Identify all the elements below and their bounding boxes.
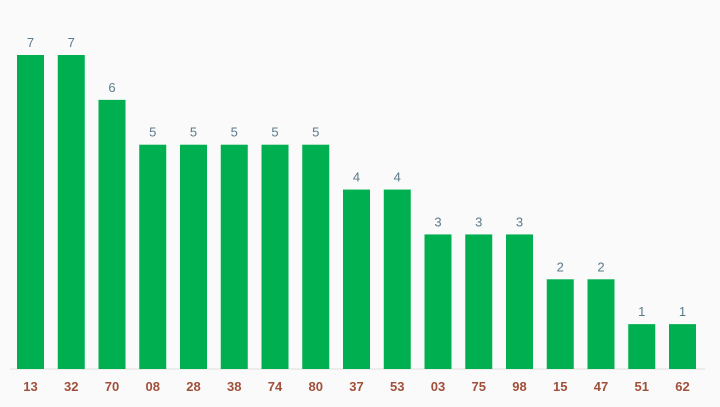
value-label-47: 2: [597, 259, 604, 274]
category-label-53: 53: [390, 379, 404, 394]
value-label-70: 6: [108, 80, 115, 95]
bars-group: [17, 55, 696, 370]
category-label-37: 37: [349, 379, 363, 394]
bar-98: [506, 234, 533, 369]
category-label-32: 32: [64, 379, 78, 394]
bar-62: [669, 324, 696, 369]
category-label-38: 38: [227, 379, 241, 394]
bar-32: [57, 55, 85, 369]
bar-03: [424, 234, 452, 369]
bar-38: [220, 144, 248, 369]
value-label-28: 5: [190, 125, 197, 140]
bar-75: [465, 234, 493, 369]
category-label-98: 98: [512, 379, 526, 394]
category-label-08: 08: [146, 379, 160, 394]
category-label-80: 80: [309, 379, 323, 394]
value-label-38: 5: [231, 125, 238, 140]
category-label-15: 15: [553, 379, 567, 394]
value-label-62: 1: [679, 304, 686, 319]
bar-53: [383, 189, 411, 369]
category-label-47: 47: [594, 379, 608, 394]
category-label-28: 28: [186, 379, 200, 394]
value-label-32: 7: [68, 35, 75, 50]
bar-37: [343, 189, 370, 369]
value-labels-group: 7 7 6 5 5 5 5 5 4 4 3 3 3 2 2 1 1: [27, 35, 686, 319]
bar-51: [628, 324, 656, 369]
value-label-15: 2: [557, 259, 564, 274]
value-label-51: 1: [638, 304, 645, 319]
category-label-70: 70: [105, 379, 119, 394]
value-label-74: 5: [271, 125, 278, 140]
value-label-13: 7: [27, 35, 34, 50]
category-label-51: 51: [635, 379, 649, 394]
value-label-08: 5: [149, 125, 156, 140]
bar-28: [180, 144, 207, 369]
value-label-75: 3: [475, 214, 482, 229]
bar-80: [302, 144, 330, 369]
category-label-13: 13: [23, 379, 37, 394]
bar-15: [546, 279, 574, 369]
bar-74: [261, 144, 289, 369]
bar-47: [587, 279, 615, 369]
bar-08: [139, 144, 167, 369]
category-label-74: 74: [268, 379, 283, 394]
category-label-03: 03: [431, 379, 445, 394]
bar-70: [98, 99, 126, 370]
category-label-62: 62: [675, 379, 689, 394]
category-labels-group: 13 32 70 08 28 38 74 80 37 53 03 75 98 15 47 51 62: [23, 379, 689, 394]
value-label-53: 4: [394, 170, 401, 185]
value-label-98: 3: [516, 214, 523, 229]
value-label-03: 3: [434, 214, 441, 229]
category-label-75: 75: [472, 379, 486, 394]
value-label-80: 5: [312, 125, 319, 140]
bar-13: [17, 55, 44, 369]
value-label-37: 4: [353, 170, 360, 185]
